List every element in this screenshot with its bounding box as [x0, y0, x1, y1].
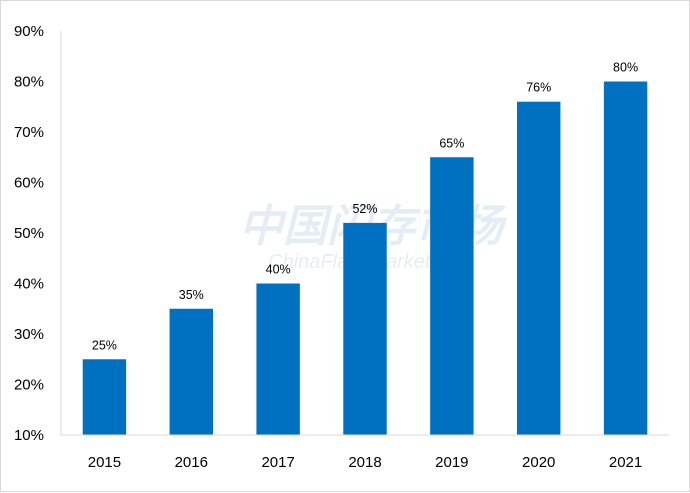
data-label: 35%	[179, 288, 204, 302]
bar-2019	[430, 157, 474, 435]
bar-2020	[517, 101, 561, 435]
bars	[82, 81, 648, 435]
y-tick-label: 80%	[14, 74, 44, 91]
x-tick-label: 2018	[348, 454, 381, 471]
data-label: 65%	[439, 136, 464, 150]
y-tick-label: 70%	[14, 124, 44, 141]
x-axis-labels: 2015 2016 2017 2018 2019 2020 2021	[88, 454, 643, 471]
y-tick-label: 20%	[14, 377, 44, 394]
data-label: 25%	[92, 338, 117, 352]
y-tick-label: 50%	[14, 225, 44, 242]
bar-2015	[82, 359, 127, 435]
x-tick-label: 2020	[522, 454, 555, 471]
data-label: 52%	[352, 202, 377, 216]
data-label: 40%	[266, 263, 291, 277]
data-labels: 25% 35% 40% 52% 65% 76% 80%	[92, 61, 638, 353]
x-tick-label: 2016	[175, 454, 208, 471]
y-tick-label: 90%	[14, 23, 44, 40]
bar-2021	[603, 81, 648, 435]
data-label: 76%	[526, 81, 551, 95]
x-tick-label: 2019	[435, 454, 468, 471]
y-tick-label: 30%	[14, 326, 44, 343]
data-label: 80%	[613, 61, 638, 75]
bar-2018	[343, 222, 387, 435]
x-tick-label: 2015	[88, 454, 121, 471]
bar-2017	[256, 283, 300, 435]
bar-2016	[169, 308, 213, 435]
y-tick-label: 40%	[14, 276, 44, 293]
y-tick-label: 10%	[14, 427, 44, 444]
x-tick-label: 2017	[261, 454, 294, 471]
y-tick-label: 60%	[14, 175, 44, 192]
x-tick-label: 2021	[609, 454, 642, 471]
y-axis-labels: 10% 20% 30% 40% 50% 60% 70% 80% 90%	[14, 23, 44, 444]
